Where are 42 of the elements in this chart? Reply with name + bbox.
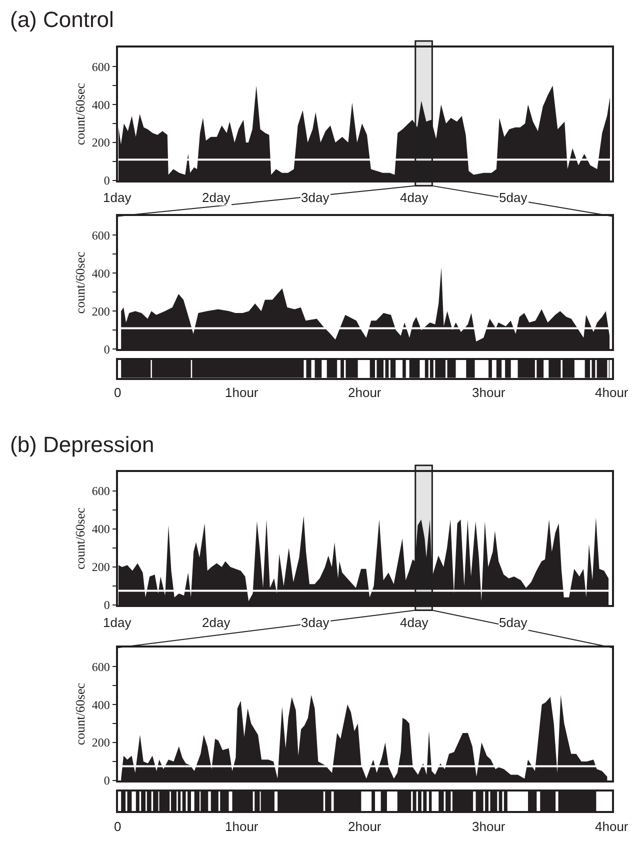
x-tick-label: 2hour xyxy=(348,819,382,834)
y-tick-label: 200 xyxy=(92,136,110,150)
x-tick-label: 4hour xyxy=(595,385,629,400)
y-tick-label: 400 xyxy=(92,698,110,712)
y-tick-label: 0 xyxy=(104,774,110,788)
x-tick-label: 3day xyxy=(301,615,330,630)
x-tick-label: 1day xyxy=(103,615,132,630)
x-tick-label: 5day xyxy=(499,615,528,630)
x-tick-label: 2day xyxy=(202,615,231,630)
x-tick-label: 3hour xyxy=(472,819,506,834)
y-tick-label: 0 xyxy=(104,598,110,612)
y-tick-label: 0 xyxy=(104,174,110,188)
x-tick-label: 2hour xyxy=(348,385,382,400)
y-axis-title: count/60sec xyxy=(72,82,88,146)
x-tick-label: 5day xyxy=(499,190,528,205)
x-tick-label: 1day xyxy=(103,190,132,205)
y-axis-title: count/60sec xyxy=(72,251,88,314)
y-tick-label: 600 xyxy=(92,228,110,242)
x-tick-label: 4hour xyxy=(595,819,629,834)
y-tick-label: 400 xyxy=(92,98,110,112)
y-tick-label: 400 xyxy=(92,266,110,280)
y-axis-title: count/60sec xyxy=(72,682,88,746)
y-tick-label: 200 xyxy=(92,304,110,318)
y-tick-label: 600 xyxy=(92,660,110,674)
x-tick-label: 0 xyxy=(114,819,122,834)
y-axis-title: count/60sec xyxy=(72,507,88,570)
x-tick-label: 0 xyxy=(114,385,122,400)
y-tick-label: 600 xyxy=(92,484,110,498)
chart-title: (b) Depression xyxy=(10,432,154,457)
y-tick-label: 200 xyxy=(92,560,110,574)
x-tick-label: 3day xyxy=(301,190,330,205)
x-tick-label: 1hour xyxy=(225,385,259,400)
x-tick-label: 4day xyxy=(400,615,429,630)
y-tick-label: 400 xyxy=(92,522,110,536)
y-tick-label: 600 xyxy=(92,60,110,74)
chart-title: (a) Control xyxy=(10,7,114,32)
y-tick-label: 200 xyxy=(92,736,110,750)
x-tick-label: 4day xyxy=(400,190,429,205)
x-tick-label: 2day xyxy=(202,190,231,205)
y-tick-label: 0 xyxy=(104,342,110,356)
x-tick-label: 3hour xyxy=(472,385,506,400)
x-tick-label: 1hour xyxy=(225,819,259,834)
